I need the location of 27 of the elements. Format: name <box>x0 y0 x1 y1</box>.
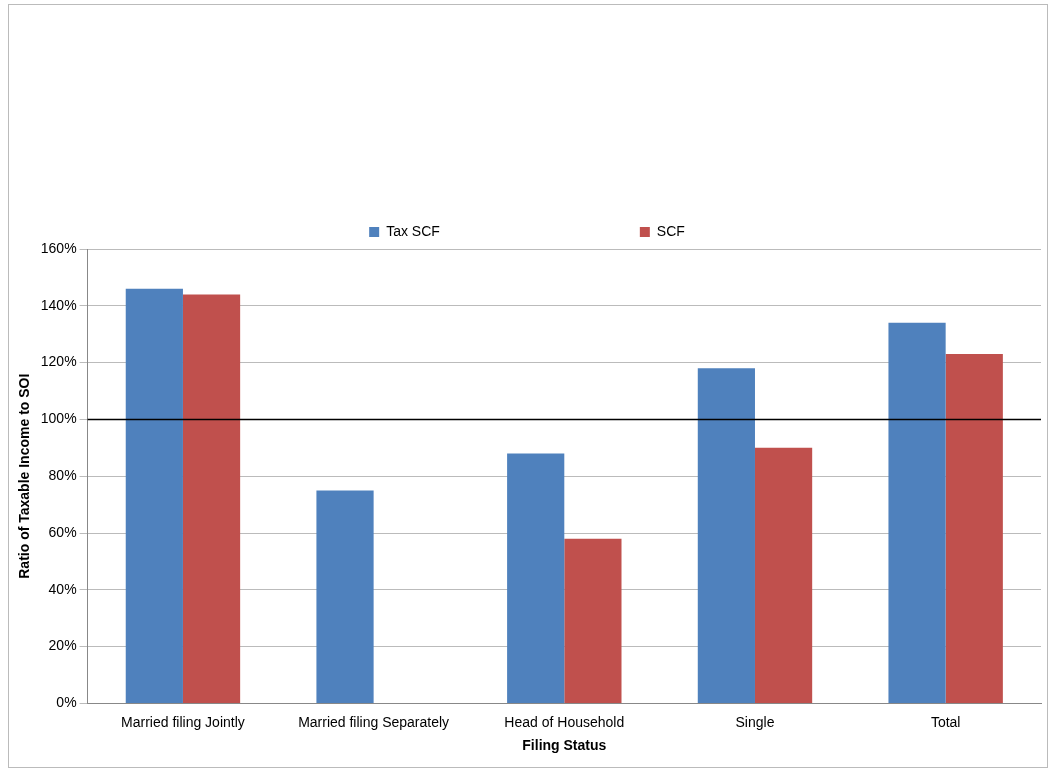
y-tick-label: 40% <box>48 580 77 597</box>
x-tick-label: Total <box>930 713 961 730</box>
bar <box>697 368 755 703</box>
y-tick-label: 0% <box>56 694 77 711</box>
x-tick-label: Head of Household <box>504 713 625 730</box>
y-tick-label: 20% <box>48 637 77 654</box>
bar <box>564 538 622 703</box>
bar <box>945 354 1003 703</box>
x-tick-label: Single <box>735 713 775 730</box>
y-tick-label: 100% <box>40 410 77 427</box>
bar <box>182 294 241 703</box>
legend-label: Tax SCF <box>386 222 440 239</box>
y-tick-label: 60% <box>48 523 77 540</box>
bar <box>316 490 374 703</box>
x-tick-label: Married filing Jointly <box>121 713 245 730</box>
y-tick-label: 160% <box>40 239 77 256</box>
y-tick-label: 140% <box>40 296 77 313</box>
y-tick-label: 80% <box>48 467 77 484</box>
x-axis-title: Filing Status <box>522 737 607 754</box>
y-axis-title: Ratio of Taxable Income to SOI <box>16 373 33 579</box>
x-tick-label: Married filing Separately <box>298 713 450 730</box>
bar <box>125 288 183 703</box>
bar <box>507 453 565 703</box>
legend-label: SCF <box>656 222 685 239</box>
y-tick-label: 120% <box>40 353 77 370</box>
bar <box>754 447 813 703</box>
bar <box>888 322 946 703</box>
